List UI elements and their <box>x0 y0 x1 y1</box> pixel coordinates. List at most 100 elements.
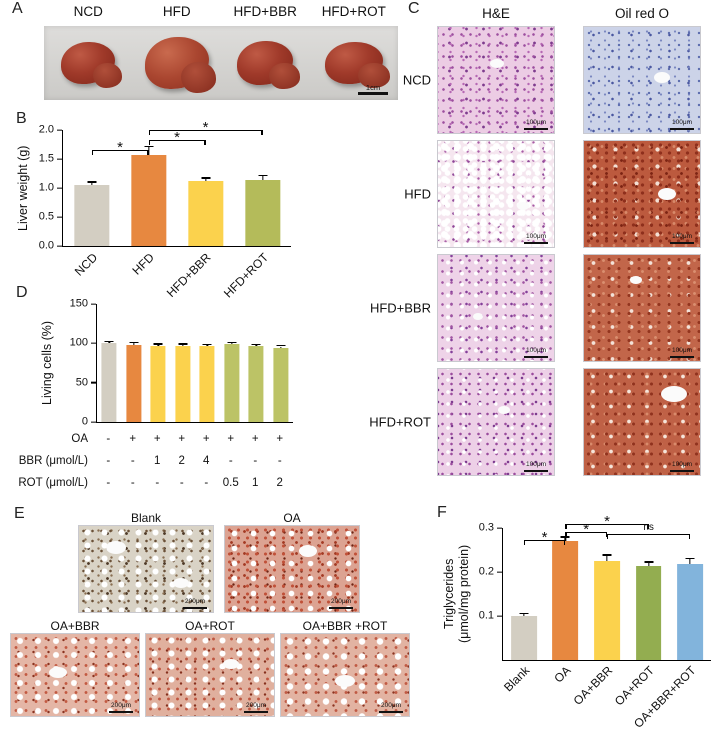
bar-group <box>177 130 234 246</box>
treatment-value: - <box>155 477 160 489</box>
error-bar-cap <box>202 343 212 345</box>
treatment-value: - <box>106 433 111 445</box>
treatment-matrix: OA - + + + + + + + BBR (μmol/L) - -1 2 4- - - ROT (μmol/… <box>18 428 292 494</box>
y-tick-label: 0 <box>81 415 88 428</box>
y-tick-mark <box>497 571 502 573</box>
living-cells-chart: Living cells (%) 0 50 100 150 OA - + + + + + + + BBR… <box>0 292 312 500</box>
stain-header-he: H&E <box>482 6 510 21</box>
plot-area <box>96 304 293 423</box>
oilredo-hfd-image: 100μm <box>583 140 701 248</box>
vessel-lumen <box>490 58 505 68</box>
treatment-value: 2 <box>276 477 283 489</box>
plot-area: * * * <box>62 120 291 247</box>
treatment-value: + <box>153 433 161 445</box>
row-label: HFD+BBR <box>369 300 431 316</box>
liver-photo-strip: 1cm <box>44 26 398 100</box>
treatment-value: + <box>178 433 186 445</box>
error-bar-cap <box>685 557 695 559</box>
treatment-value: + <box>129 433 137 445</box>
y-tick-label: 0.1 <box>478 609 494 622</box>
bar-group <box>628 528 670 660</box>
scale-bar: 200μm <box>244 702 268 713</box>
error-bar <box>261 175 264 181</box>
error-bar-cap <box>276 345 286 347</box>
treatment-row-label: OA <box>71 433 88 445</box>
bar-group <box>234 130 291 246</box>
x-category-label: Blank <box>500 663 533 695</box>
scale-bar: 100μm <box>524 347 548 358</box>
treatment-values: - - 1 2 4 - - - <box>96 455 292 467</box>
bar <box>187 181 224 246</box>
y-tick-label: 2.0 <box>38 123 54 136</box>
bar <box>273 348 289 422</box>
significance-bracket: ns <box>607 523 691 540</box>
bar-group <box>244 304 269 422</box>
oilredo-ncd-image: 100μm <box>583 26 701 134</box>
histology-row-hfd: HFD 100μm 100μm <box>404 140 701 248</box>
y-tick-label: 1.5 <box>38 152 54 165</box>
error-bar <box>206 344 208 347</box>
cells-oa-rot-image: 200μm <box>145 633 275 717</box>
scale-bar: 100μm <box>524 233 548 244</box>
error-bar-cap <box>104 340 114 343</box>
scale-bar-line <box>670 355 694 358</box>
liver-image <box>61 42 123 88</box>
error-bar <box>204 178 207 182</box>
scale-bar-line <box>358 92 388 95</box>
liver-weight-chart: Liver weight (g) 0.0 0.5 1.0 1.5 2.0 * * * NCD… <box>0 114 312 300</box>
cells-oa-bbr-image: 200μm <box>10 633 140 717</box>
scale-bar-label: 1cm <box>365 82 381 92</box>
y-tick-mark <box>57 129 62 131</box>
y-tick-mark <box>497 615 502 617</box>
panel-a-letter: A <box>12 0 23 17</box>
scale-bar-label: 100μm <box>525 233 546 240</box>
error-bar-cap <box>178 343 188 345</box>
panel-c: C H&E Oil red O NCD 100μm 100μm HFD 100μ… <box>369 0 728 500</box>
he-hfd-rot-image: 100μm <box>437 368 555 476</box>
error-bar-cap <box>129 342 139 344</box>
bar <box>677 564 704 660</box>
error-bar-cap <box>201 177 210 179</box>
scale-bar-label: 200μm <box>110 702 131 709</box>
bar-group <box>586 528 628 660</box>
vessel-lumen <box>658 187 677 200</box>
treatment-value: - <box>130 455 135 467</box>
clear-patch <box>298 544 317 557</box>
bar-group <box>122 304 147 422</box>
liver-photo-hfd-bbr <box>221 41 310 89</box>
group-header-hfd-bbr: HFD+BBR <box>233 4 297 19</box>
bar <box>126 344 142 422</box>
y-axis-title: Triglycerides (μmol/mg protein) <box>442 544 471 644</box>
treatment-value: + <box>276 433 284 445</box>
bar-group <box>503 528 545 660</box>
scale-bar-line <box>670 241 694 244</box>
bar <box>594 561 620 660</box>
group-header-hfd: HFD <box>162 4 191 19</box>
clear-patch <box>334 675 355 687</box>
error-bar-cap <box>144 146 153 148</box>
bar <box>248 346 264 422</box>
scale-bar: 100μm <box>524 461 548 472</box>
treatment-value: - <box>106 477 111 489</box>
error-bar <box>523 613 525 616</box>
he-ncd-image: 100μm <box>437 26 555 134</box>
treatment-row: ROT (μmol/L) - - - - - 0.5 1 2 <box>18 472 292 494</box>
clear-patch <box>222 658 239 669</box>
vessel-lumen <box>472 313 483 321</box>
bar <box>101 343 117 422</box>
scale-bar-line <box>379 710 403 713</box>
scale-bar-line <box>670 127 694 130</box>
scale-bar: 100μm <box>670 347 694 358</box>
y-axis: 0.1 0.2 0.3 <box>474 522 502 660</box>
significance-bracket: * <box>148 120 263 135</box>
cell-image-label-blank: Blank <box>130 511 162 525</box>
scale-bar: 100μm <box>524 119 548 130</box>
he-hfd-image: 100μm <box>437 140 555 248</box>
scale-bar-label: 100μm <box>671 347 692 354</box>
y-axis: 0 50 100 150 <box>52 298 96 427</box>
error-bar-cap <box>87 181 96 183</box>
significance-label: * <box>604 513 610 530</box>
treatment-value: - <box>106 455 111 467</box>
vessel-lumen <box>660 385 687 402</box>
error-bar <box>255 345 257 347</box>
